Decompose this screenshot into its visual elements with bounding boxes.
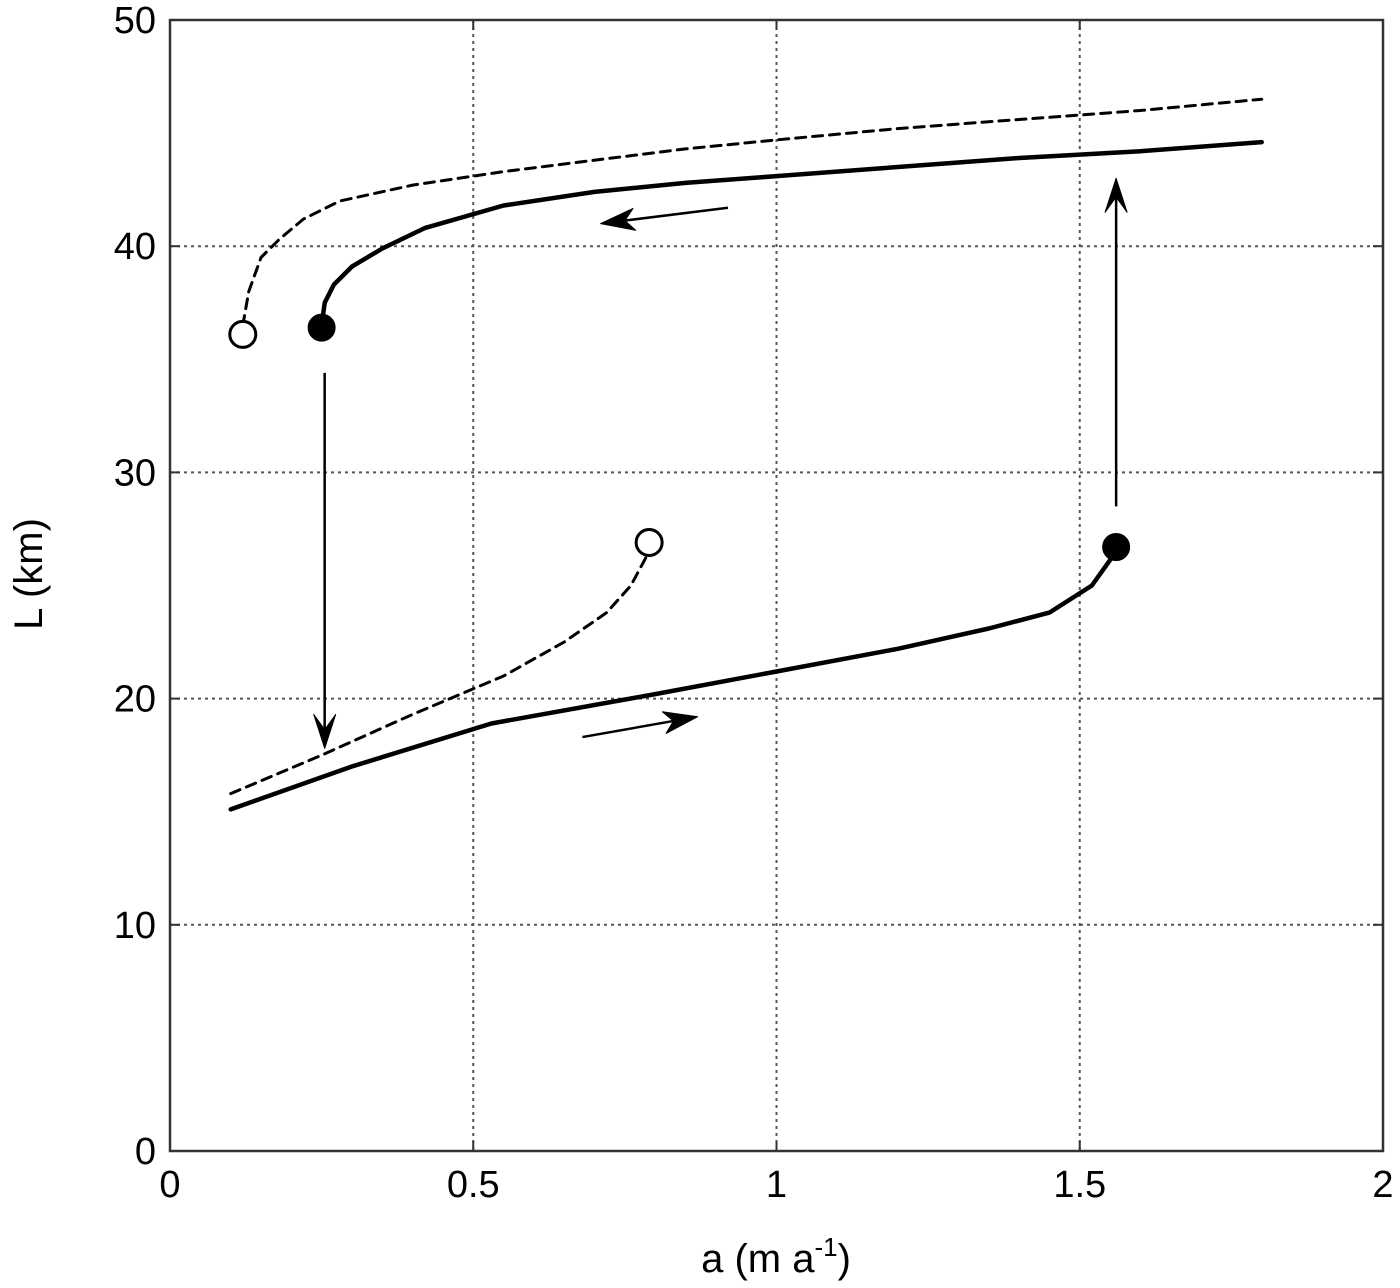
marker-open	[634, 528, 664, 558]
series-line-dashed	[229, 550, 651, 796]
arrow-head	[1104, 177, 1128, 213]
y-tick-label: 0	[135, 1131, 156, 1173]
y-tick-label: 40	[114, 226, 156, 268]
x-axis-label-superscript: -1	[814, 1232, 837, 1262]
series-line-solid	[319, 139, 1264, 328]
series-line-solid	[228, 549, 1119, 812]
series-line-dashed	[241, 97, 1264, 327]
x-tick-label: 2	[1372, 1164, 1393, 1206]
y-tick-label: 20	[114, 679, 156, 721]
arrow-head	[313, 713, 337, 749]
marker-group	[228, 313, 1131, 562]
arrow-head	[661, 711, 699, 734]
series-group	[228, 97, 1264, 812]
y-tick-label: 30	[114, 452, 156, 494]
grid	[170, 20, 1383, 1151]
x-tick-label: 1.5	[1053, 1164, 1106, 1206]
y-tick-label: 10	[114, 905, 156, 947]
arrow-group	[313, 177, 1128, 749]
marker-filled	[1102, 533, 1131, 562]
y-tick-label: 50	[114, 0, 156, 42]
arrow-shaft	[582, 719, 674, 739]
marker-filled	[307, 313, 336, 342]
x-axis-label-end: )	[838, 1237, 851, 1281]
y-axis-label: L (km)	[7, 518, 51, 630]
x-axis-label: a (m a-1)	[701, 1232, 851, 1281]
x-tick-label: 0	[159, 1164, 180, 1206]
arrow-head	[600, 208, 637, 231]
marker-open	[228, 319, 258, 349]
x-tick-label: 0.5	[447, 1164, 500, 1206]
x-tick-label: 1	[766, 1164, 787, 1206]
arrow-shaft	[624, 206, 729, 222]
